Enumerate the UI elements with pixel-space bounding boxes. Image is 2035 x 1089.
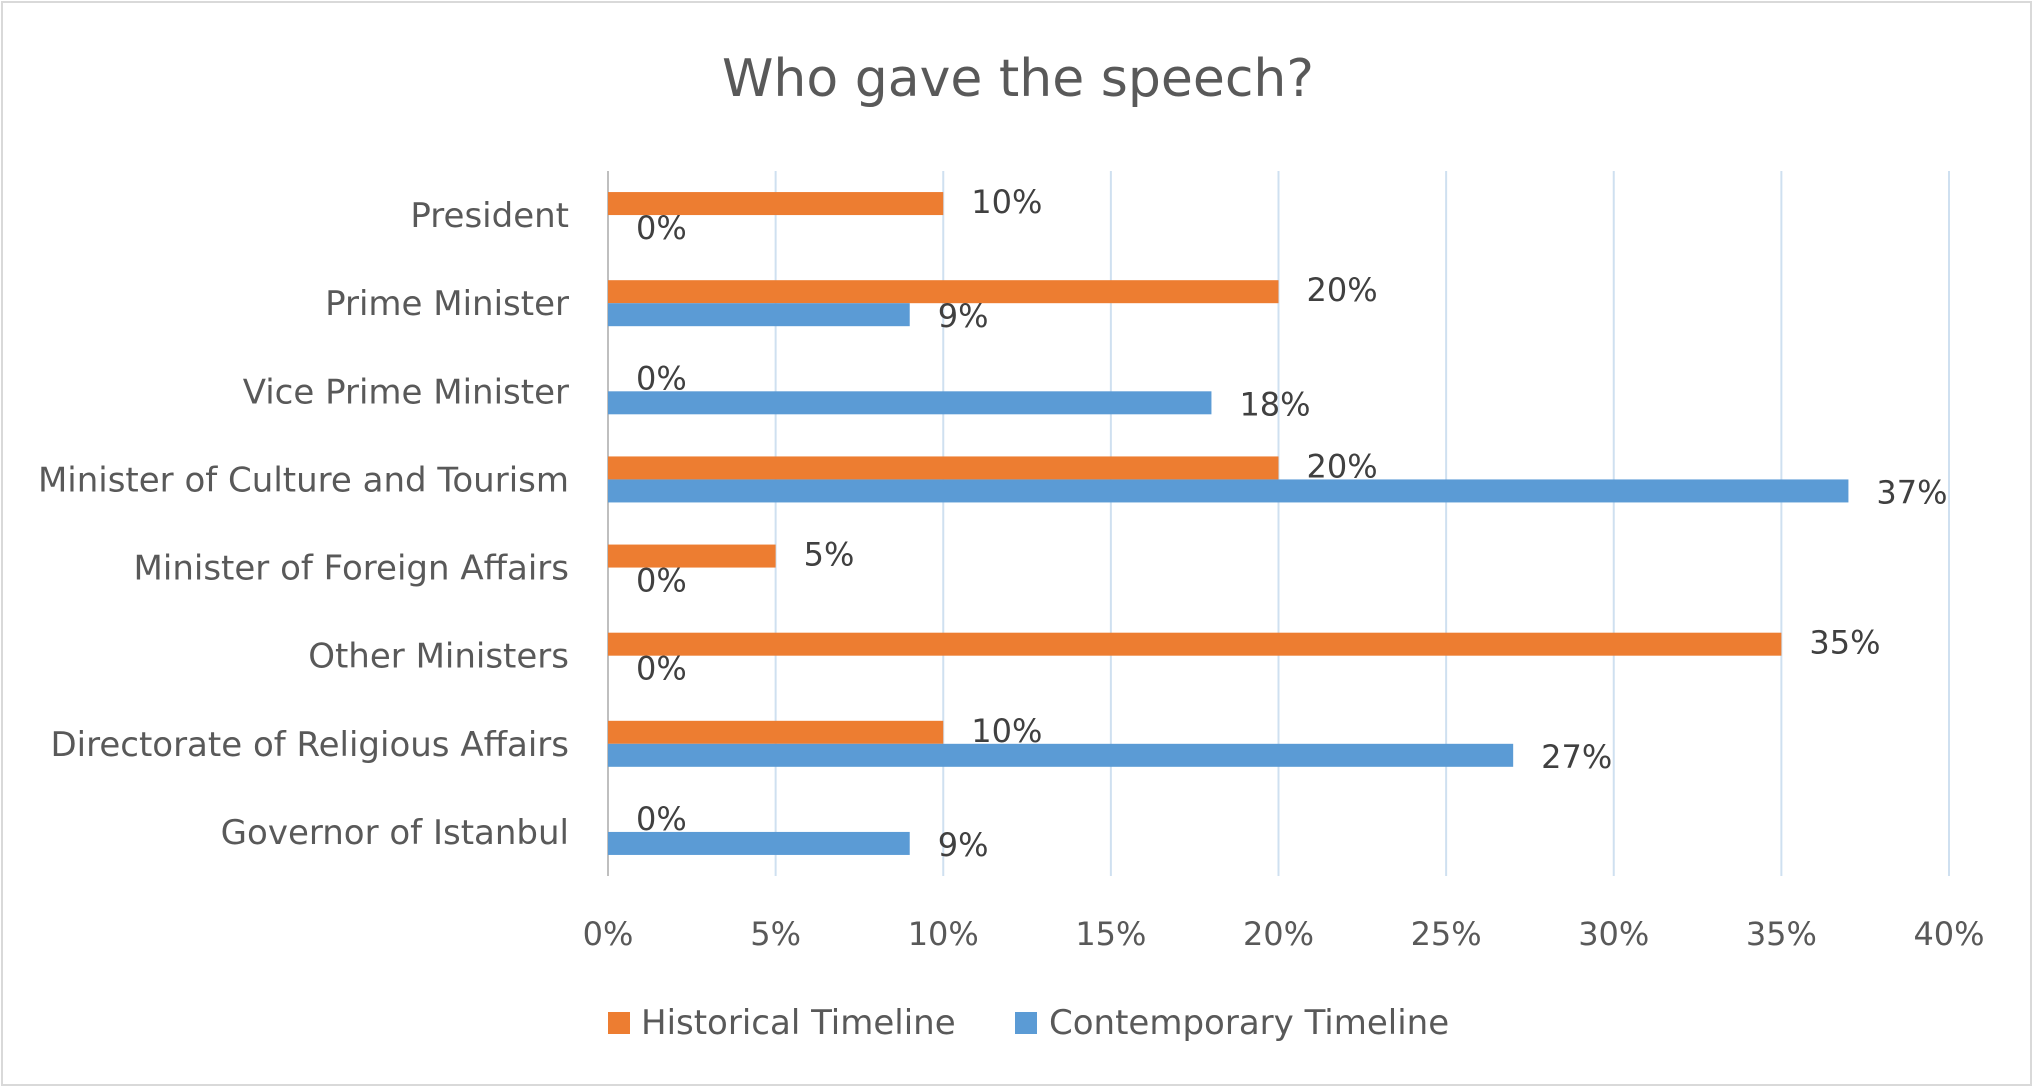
bar-contemporary — [608, 303, 910, 327]
x-tick-label: 0% — [583, 915, 634, 953]
bar-historical — [608, 192, 944, 216]
data-label: 5% — [804, 536, 855, 574]
data-label: 9% — [938, 297, 989, 335]
data-label: 0% — [636, 209, 687, 247]
data-label: 10% — [971, 183, 1042, 221]
bar-contemporary — [608, 479, 1849, 503]
data-label: 0% — [636, 359, 687, 397]
category-label: Minister of Foreign Affairs — [134, 549, 569, 589]
data-label: 9% — [938, 826, 989, 864]
x-tick-label: 20% — [1243, 915, 1314, 953]
x-tick-label: 10% — [908, 915, 979, 953]
category-label: President — [410, 196, 569, 236]
bar-contemporary — [608, 391, 1212, 415]
legend-label: Historical Timeline — [641, 1003, 956, 1043]
bar-historical — [608, 456, 1279, 480]
category-label: Directorate of Religious Affairs — [50, 725, 569, 765]
data-label: 0% — [636, 650, 687, 688]
data-label: 20% — [1307, 271, 1378, 309]
category-label: Governor of Istanbul — [221, 813, 569, 853]
legend-swatch-historical — [608, 1012, 630, 1034]
data-label: 10% — [971, 712, 1042, 750]
data-label: 37% — [1876, 473, 1947, 511]
bar-historical — [608, 632, 1782, 656]
chart-title: Who gave the speech? — [722, 49, 1314, 109]
bar-historical — [608, 280, 1279, 304]
x-tick-label: 35% — [1746, 915, 1817, 953]
category-label: Prime Minister — [325, 284, 569, 324]
x-tick-label: 5% — [750, 915, 801, 953]
data-label: 18% — [1239, 385, 1310, 423]
x-tick-label: 15% — [1075, 915, 1146, 953]
x-tick-label: 25% — [1411, 915, 1482, 953]
category-label: Vice Prime Minister — [243, 372, 569, 412]
chart: Who gave the speech? 0% 5% 10% 15% 20% 25% 30% 3… — [38, 49, 1985, 1043]
category-label: Minister of Culture and Tourism — [38, 460, 569, 500]
data-label: 0% — [636, 562, 687, 600]
category-label: Other Ministers — [308, 637, 569, 677]
bar-contemporary — [608, 743, 1514, 767]
legend-swatch-contemporary — [1015, 1012, 1037, 1034]
x-tick-label: 30% — [1578, 915, 1649, 953]
bar-contemporary — [608, 831, 910, 855]
data-label: 20% — [1307, 447, 1378, 485]
data-label: 27% — [1541, 738, 1612, 776]
data-label: 0% — [636, 800, 687, 838]
x-tick-label: 40% — [1913, 915, 1984, 953]
legend-label: Contemporary Timeline — [1049, 1003, 1449, 1043]
bar-historical — [608, 544, 776, 568]
data-label: 35% — [1809, 624, 1880, 662]
bar-historical — [608, 720, 944, 744]
